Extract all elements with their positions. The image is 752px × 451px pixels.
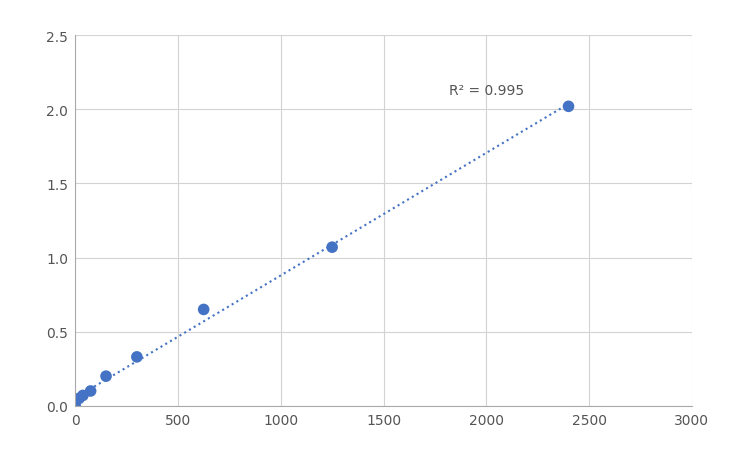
Point: [73, 395, 85, 402]
Point: [198, 306, 210, 313]
Text: R² = 0.995: R² = 0.995: [449, 84, 524, 98]
Point: [100, 373, 112, 380]
Point: [84, 387, 96, 395]
Point: [562, 103, 575, 110]
Point: [77, 392, 89, 399]
Point: [326, 244, 338, 251]
Point: [131, 354, 143, 361]
Point: [69, 402, 81, 410]
